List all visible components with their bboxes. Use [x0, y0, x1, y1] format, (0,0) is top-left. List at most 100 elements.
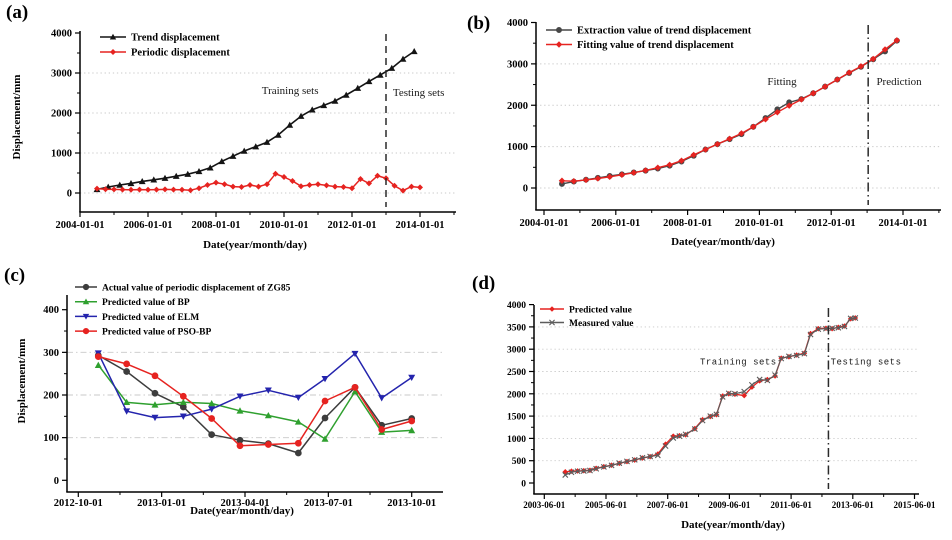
triangle-down-marker — [236, 393, 244, 400]
x-marker — [623, 458, 630, 465]
triangle-up-marker — [331, 97, 339, 104]
y-tick-label: 0 — [521, 480, 526, 490]
triangle-down-marker — [123, 408, 131, 415]
triangle-down-marker — [208, 406, 216, 413]
x-marker — [741, 388, 748, 395]
series-b-0 — [559, 37, 900, 187]
annotation-training-sets: Training sets — [700, 357, 777, 367]
gridlines — [536, 63, 941, 189]
triangle-up-marker — [399, 55, 407, 62]
chart-panel-a: Training sets Testing sets 2004-01-01 2006-… — [6, 2, 456, 251]
x-tick-label: 2006-01-01 — [591, 218, 640, 229]
diamond-marker — [606, 173, 613, 181]
legend-label: Predicted value — [569, 305, 632, 315]
x-tick-label: 2010-01-01 — [260, 220, 309, 231]
diamond-marker — [187, 187, 194, 194]
triangle-down-marker — [151, 414, 159, 422]
diamond-marker — [750, 123, 757, 130]
circle-marker — [82, 283, 90, 291]
triangle-up-marker — [351, 388, 359, 395]
triangle-up-marker — [218, 158, 226, 165]
diamond-marker — [221, 181, 228, 188]
y-axis-title: Displacement/mm — [11, 75, 23, 160]
diamond-marker — [655, 451, 661, 457]
x-marker — [691, 426, 698, 433]
diamond-marker — [678, 157, 685, 164]
y-tick-label: 1000 — [507, 142, 528, 153]
series-line — [565, 317, 856, 476]
circle-marker — [556, 27, 562, 33]
diamond-marker — [128, 186, 134, 193]
x-tick-label: 2004-01-01 — [520, 218, 569, 229]
diamond-marker — [238, 184, 245, 190]
y-tick-label: 1000 — [51, 149, 72, 160]
diamond-marker — [136, 186, 143, 193]
triangle-up-marker — [263, 138, 271, 145]
y-tick-label: 0 — [523, 184, 528, 195]
y-tick-label: 3000 — [507, 59, 528, 70]
diamond-marker — [772, 373, 778, 379]
x-marker — [852, 314, 859, 321]
circle-marker — [236, 442, 244, 450]
triangle-up-marker — [297, 112, 305, 119]
series-d-1 — [562, 314, 859, 478]
diamond-marker — [162, 186, 168, 193]
diamond-marker — [699, 416, 706, 423]
x-tick-label: 2013-04-01 — [221, 498, 270, 509]
x-tick-label: 2008-01-01 — [663, 218, 712, 229]
annotation-prediction: Prediction — [876, 76, 922, 88]
y-tick-label: 200 — [43, 391, 59, 402]
triangle-up-marker — [208, 400, 216, 407]
x-tick-label: 2012-01-01 — [807, 218, 856, 229]
x-marker — [608, 462, 615, 469]
series-line — [98, 355, 412, 447]
panel-letter-b: (b) — [467, 13, 490, 34]
series-c-1 — [94, 361, 416, 442]
triangle-up-marker — [240, 147, 248, 154]
diamond-marker — [810, 90, 817, 97]
series-d-0 — [562, 315, 859, 475]
series-a-0 — [93, 48, 418, 193]
diamond-marker — [400, 187, 406, 194]
x-marker — [574, 468, 581, 475]
legend-label: Fitting value of trend displacement — [577, 40, 734, 51]
triangle-up-marker — [365, 78, 373, 85]
diamond-marker — [568, 468, 575, 474]
series-line — [97, 364, 412, 440]
legend-label: Extraction value of trend displacement — [577, 25, 752, 36]
y-tick-label: 500 — [512, 457, 527, 467]
series-b-1 — [558, 37, 901, 185]
x-marker — [748, 381, 755, 388]
diamond-marker — [630, 169, 637, 176]
x-tick-label: 2013-10-01 — [387, 498, 436, 509]
triangle-up-marker — [179, 398, 187, 406]
x-marker — [772, 372, 779, 379]
triangle-up-marker — [294, 418, 302, 425]
x-tick-label: 2003-06-01 — [523, 500, 565, 510]
diamond-marker — [170, 186, 177, 193]
series-c-3 — [94, 353, 416, 450]
circle-marker — [351, 383, 359, 391]
y-tick-label: 4000 — [51, 29, 72, 40]
diamond-marker — [857, 63, 865, 70]
x-marker — [580, 467, 587, 474]
circle-marker — [321, 397, 329, 405]
chart-panel-d: Training sets Testing sets 2003-06-01 2005-… — [472, 273, 936, 531]
diamond-marker — [558, 177, 566, 184]
circle-marker — [151, 372, 159, 380]
y-tick-label: 400 — [43, 305, 59, 316]
x-tick-label: 2011-06-01 — [770, 500, 812, 510]
legend: Extraction value of trend displacement Fi… — [546, 25, 752, 51]
circle-marker — [408, 417, 416, 425]
diamond-marker — [555, 41, 563, 48]
diamond-marker — [349, 185, 355, 192]
triangle-up-marker — [127, 180, 135, 187]
circle-marker — [208, 415, 216, 422]
diamond-marker — [764, 376, 771, 383]
diamond-marker — [642, 167, 649, 174]
legend-label: Measured value — [569, 319, 633, 329]
diamond-marker — [594, 175, 602, 182]
diamond-marker — [374, 172, 381, 179]
diamond-marker — [298, 183, 304, 190]
